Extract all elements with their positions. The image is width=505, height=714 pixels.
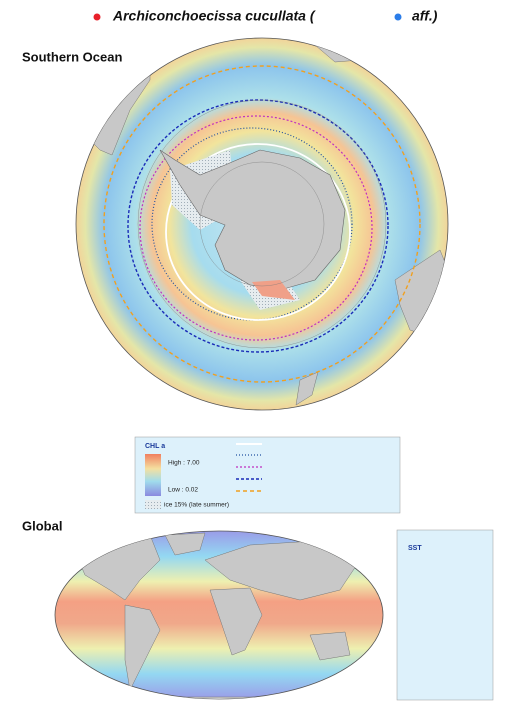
antarctica xyxy=(89,696,351,699)
polar-map xyxy=(75,37,449,411)
legend-low: Low : 0.02 xyxy=(168,487,198,494)
legend-box xyxy=(396,529,494,701)
title: Archiconchoecissa cucullata ( xyxy=(112,8,316,24)
south-america xyxy=(124,604,161,691)
blue-marker xyxy=(394,13,402,21)
eurasia xyxy=(204,539,361,601)
legend-box xyxy=(134,436,401,514)
africa xyxy=(209,587,263,656)
legend-high: High : 7.00 xyxy=(168,460,200,467)
legend-title: SST xyxy=(408,545,422,552)
section-title: Global xyxy=(22,518,62,533)
world-map xyxy=(54,530,384,700)
graticule xyxy=(137,99,387,349)
title-end: aff.) xyxy=(412,8,438,24)
legend-title: CHL a xyxy=(145,443,165,450)
greenland xyxy=(164,532,206,556)
ross-sea xyxy=(252,280,295,300)
chl-scale xyxy=(145,454,161,496)
new-zealand xyxy=(295,371,319,406)
australia xyxy=(309,631,351,661)
stf-line xyxy=(103,65,421,383)
ice-winter-line xyxy=(165,143,351,321)
legend-label: ice 15% (late summer) xyxy=(164,502,229,509)
ice-swatch xyxy=(145,500,161,509)
pf-line xyxy=(139,115,373,341)
antarctica xyxy=(159,149,346,291)
red-marker xyxy=(93,13,101,21)
section-title: Southern Ocean xyxy=(22,49,122,64)
